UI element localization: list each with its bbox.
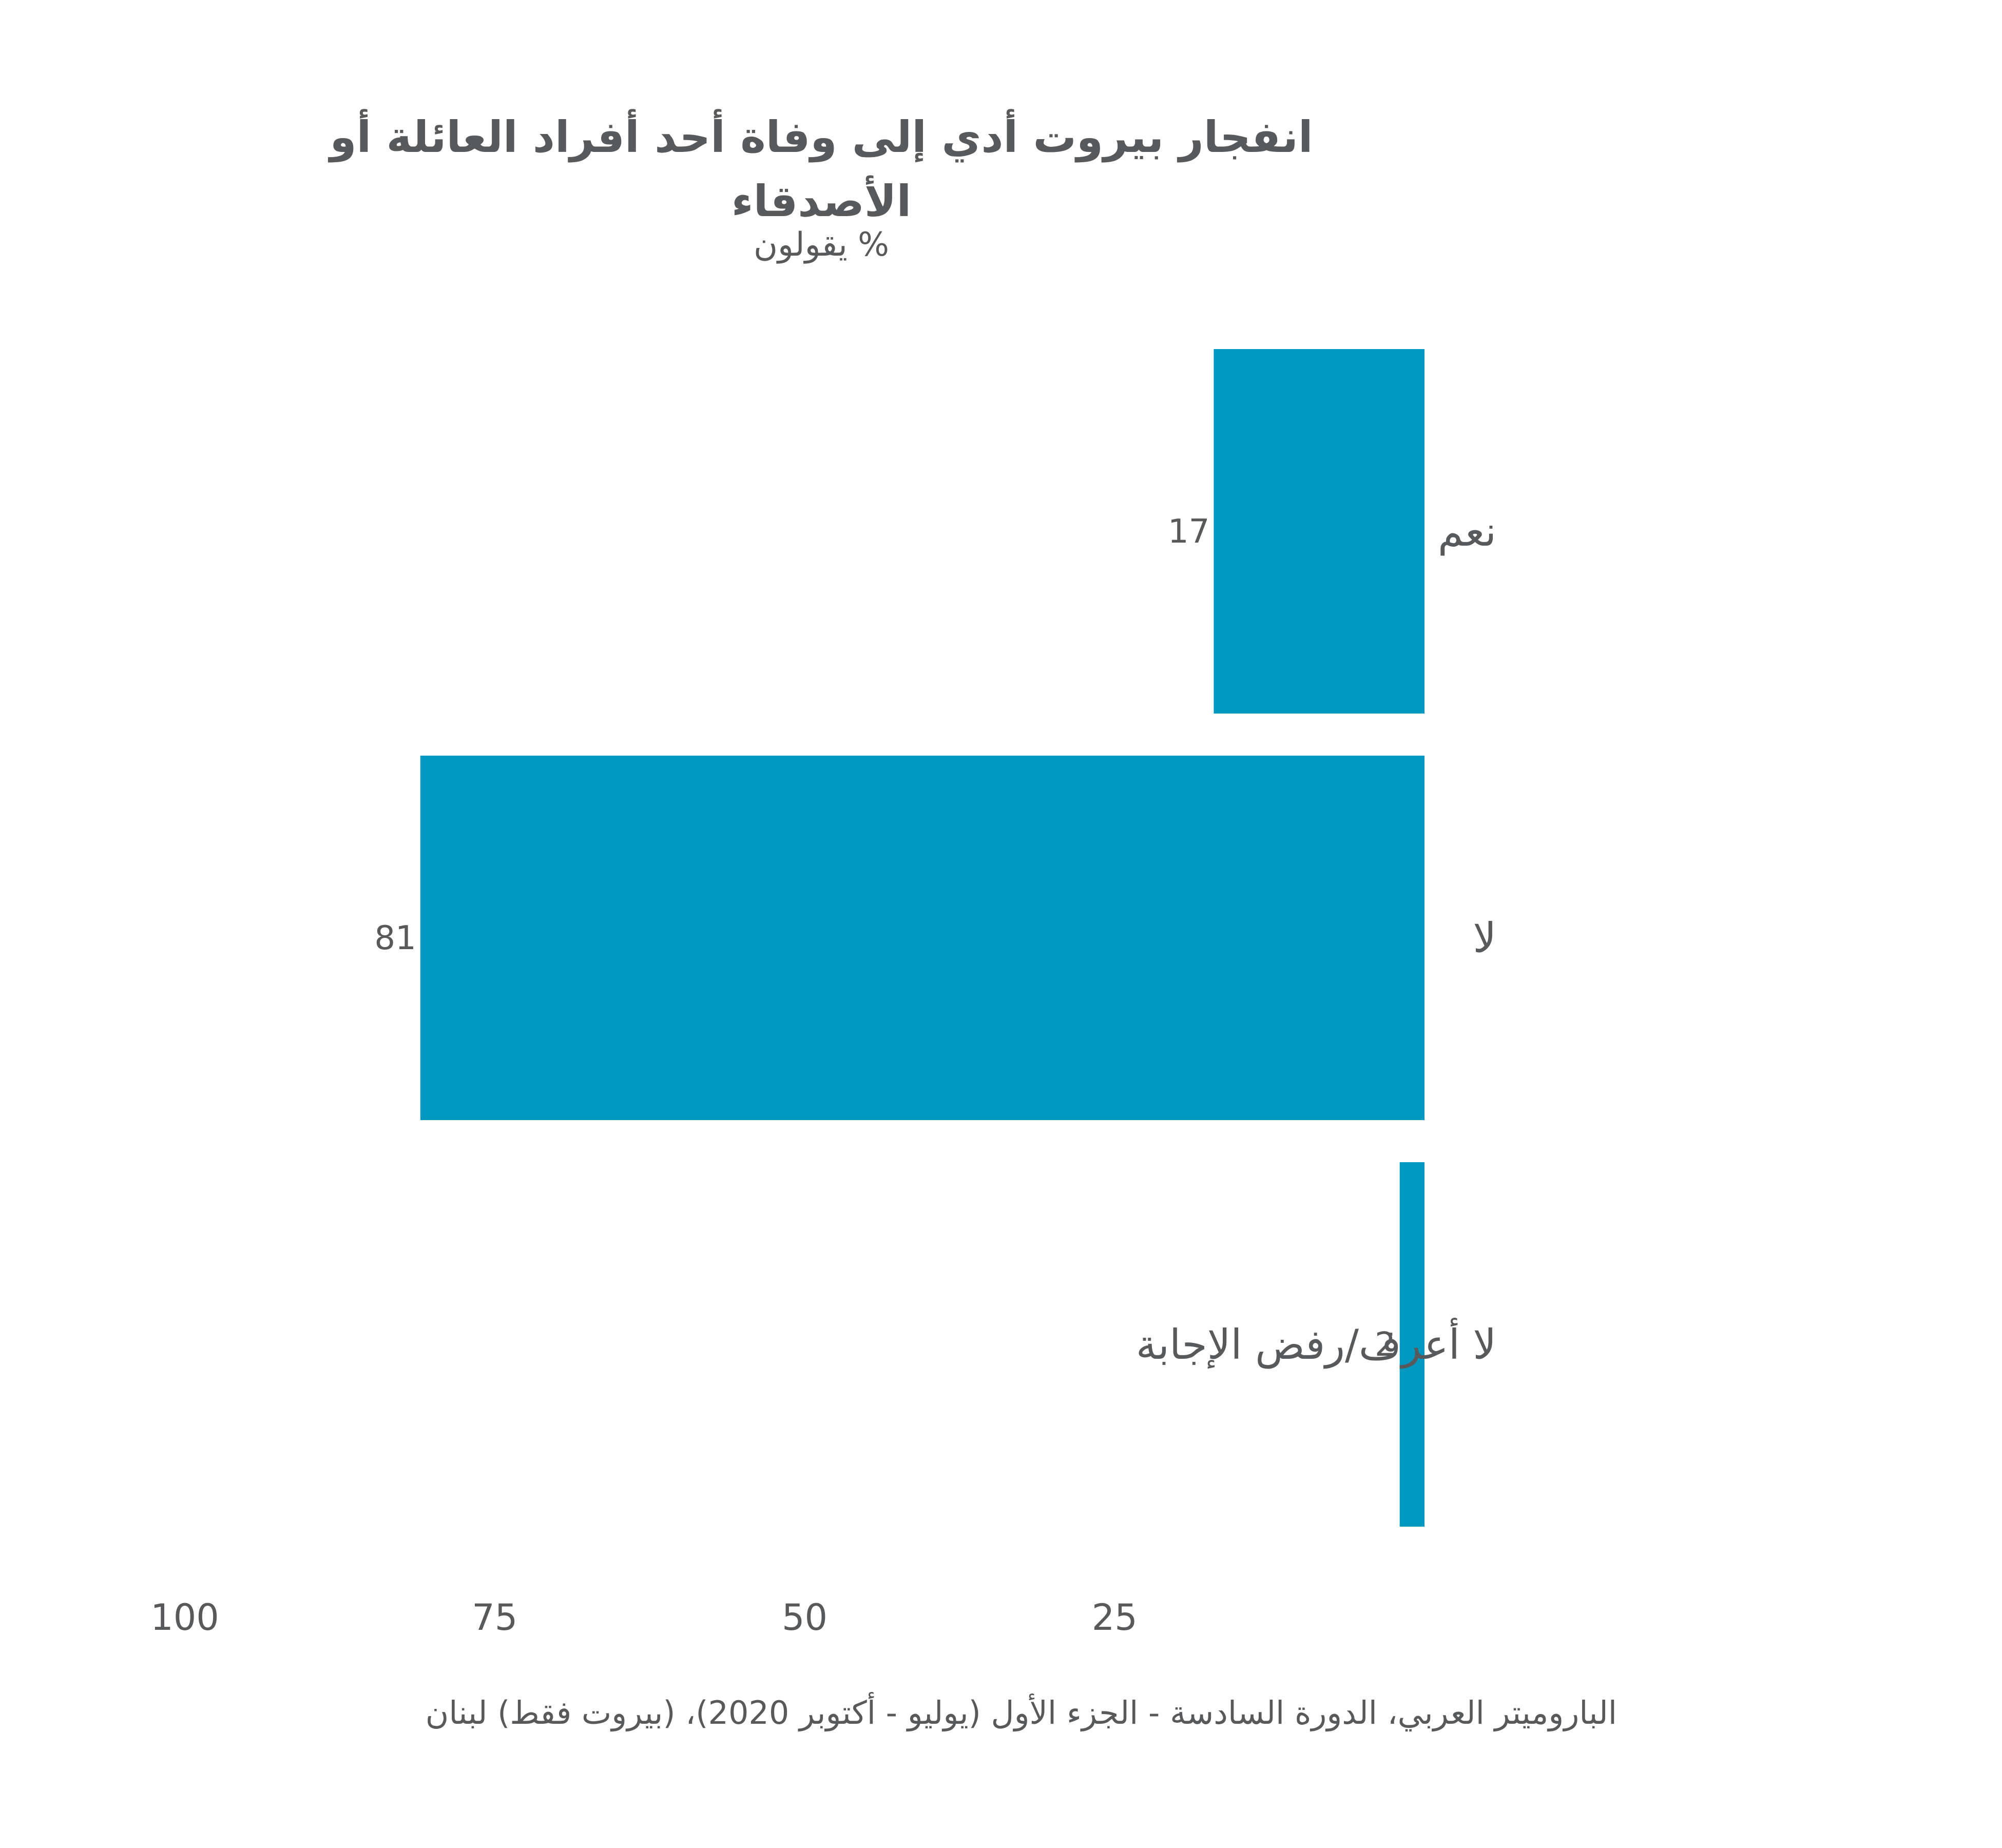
x-tick-label-2: 50 bbox=[782, 1596, 827, 1639]
x-tick-label-0: 100 bbox=[150, 1596, 219, 1639]
chart-subtitle: % يقولون bbox=[754, 226, 889, 264]
category-label-1: لا bbox=[1473, 914, 1496, 962]
source-note: الباروميتر العربي، الدورة السادسة - الجز… bbox=[425, 1694, 1617, 1731]
category-label-2: لا أعرف/رفض الإجابة bbox=[1136, 1318, 1496, 1369]
bar-2 bbox=[1399, 1162, 1424, 1527]
data-label-2: 2 bbox=[1375, 1326, 1396, 1364]
chart-title: انفجار بيروت أدي إلى وفاة أحد أفراد العا… bbox=[330, 112, 1313, 226]
data-label-1: 81 bbox=[374, 919, 416, 957]
bar-0 bbox=[1214, 349, 1424, 714]
x-tick-label-3: 25 bbox=[1092, 1596, 1138, 1639]
x-tick-label-1: 75 bbox=[472, 1596, 517, 1639]
category-label-0: نعم bbox=[1438, 508, 1496, 556]
data-label-0: 17 bbox=[1168, 513, 1209, 551]
bar-1 bbox=[420, 756, 1424, 1120]
